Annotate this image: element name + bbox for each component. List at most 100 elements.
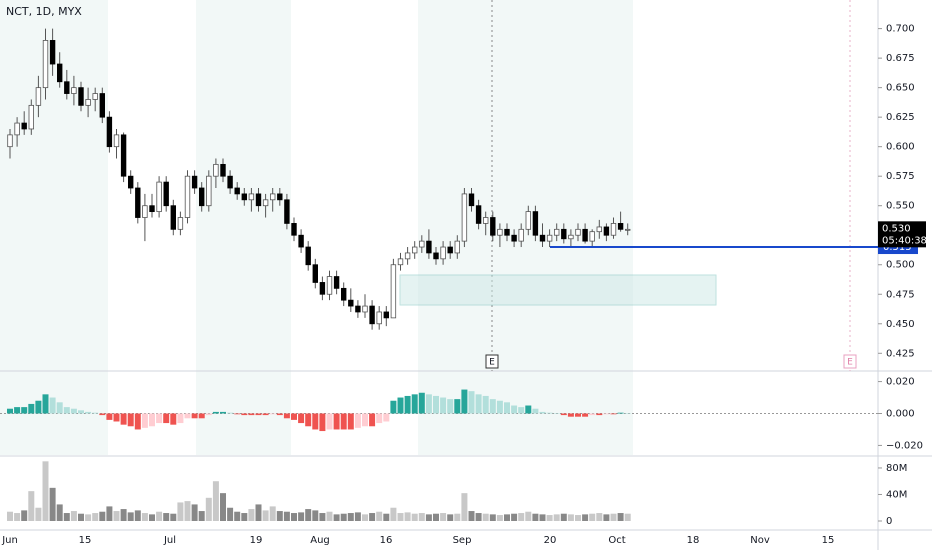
volume-bar — [262, 510, 269, 521]
macd-bar — [191, 413, 198, 419]
macd-bar — [425, 394, 432, 414]
macd-bar — [305, 413, 312, 427]
volume-bar — [369, 513, 376, 521]
countdown: 05:40:38 — [882, 235, 927, 246]
volume-bar — [582, 514, 589, 521]
volume-bar — [177, 502, 184, 521]
macd-bar — [369, 413, 376, 427]
volume-bar — [589, 513, 596, 521]
macd-bar — [418, 392, 425, 414]
macd-bar — [92, 412, 99, 414]
macd-bar — [269, 413, 276, 415]
macd-bar — [170, 413, 177, 425]
candle-body — [404, 252, 411, 260]
candle-body — [92, 93, 98, 100]
earnings-badge — [843, 354, 857, 369]
candle-body — [333, 276, 340, 289]
volume-bar — [205, 497, 212, 521]
macd-bar — [212, 411, 219, 414]
volume-bar — [56, 504, 63, 521]
volume-bar — [120, 509, 127, 521]
candle-body — [149, 205, 155, 213]
volume-bar — [78, 513, 84, 521]
volume-bar — [276, 511, 283, 521]
candle-body — [461, 193, 468, 242]
volume-bar — [7, 511, 13, 521]
volume-bar — [504, 514, 510, 521]
macd-bar — [56, 402, 63, 414]
volume-bar — [92, 513, 99, 521]
macd-bar — [177, 413, 184, 424]
macd-bar — [276, 413, 283, 416]
macd-bar — [496, 400, 503, 414]
volume-bar — [411, 513, 418, 521]
volume-bar — [461, 493, 468, 521]
earnings-label: E — [847, 358, 853, 368]
candle-body — [241, 193, 247, 201]
volume-bar — [425, 514, 432, 521]
candle-body — [35, 87, 42, 106]
macd-bar — [596, 413, 603, 416]
candle-body — [71, 87, 77, 94]
volume-bar — [127, 512, 134, 521]
candle-body — [284, 199, 290, 224]
macd-bar — [255, 413, 262, 416]
candle-body — [298, 234, 304, 248]
macd-bar — [120, 413, 127, 425]
volume-bar — [347, 513, 354, 521]
volume-bar — [312, 510, 319, 521]
y-tick-label: 0.500 — [886, 260, 915, 271]
y-tick-label: 0.000 — [886, 409, 915, 420]
volume-bar — [42, 461, 49, 521]
volume-bar — [14, 513, 21, 521]
macd-bar — [198, 413, 205, 419]
y-tick-label: 0.600 — [886, 142, 915, 153]
candle-body — [504, 228, 510, 236]
macd-bar — [482, 395, 489, 414]
macd-bar — [390, 400, 397, 414]
macd-bar — [298, 413, 305, 424]
macd-bar — [227, 412, 234, 414]
volume-bar — [482, 513, 489, 521]
volume-bar — [333, 514, 340, 521]
volume-bar — [63, 513, 70, 521]
macd-bar — [7, 408, 13, 414]
candle-body — [617, 223, 624, 230]
macd-bar — [546, 412, 553, 414]
x-tick-label: 15 — [822, 535, 835, 546]
y-tick-label: 40M — [886, 489, 907, 500]
candle-body — [369, 305, 375, 325]
macd-bar — [610, 413, 617, 415]
volume-bar — [390, 507, 397, 521]
volume-bar — [227, 507, 234, 521]
volume-bar — [220, 493, 226, 521]
y-tick-label: 0.650 — [886, 83, 915, 94]
macd-bar — [234, 413, 241, 415]
candle-body — [85, 99, 91, 106]
volume-bar — [141, 513, 148, 521]
macd-bar — [376, 413, 383, 424]
y-tick-label: 0.550 — [886, 201, 915, 212]
y-tick-label: −0.020 — [886, 440, 923, 451]
volume-bar — [518, 513, 525, 521]
candle-body — [213, 163, 219, 177]
candle-body — [575, 228, 581, 236]
candle-body — [57, 63, 63, 83]
x-tick-label: Oct — [608, 535, 625, 546]
candle-body — [482, 217, 489, 224]
candle-body — [198, 187, 205, 207]
volume-bar — [70, 511, 77, 521]
candle-body — [539, 234, 546, 242]
symbol-title: NCT, 1D, MYX — [6, 5, 82, 18]
macd-bar — [99, 413, 106, 416]
volume-bar — [511, 513, 518, 521]
candle-body — [142, 205, 148, 218]
macd-bar — [575, 413, 581, 417]
macd-bar — [85, 411, 92, 414]
volume-bar — [291, 513, 297, 521]
candle-body — [7, 134, 13, 148]
x-tick-label: 20 — [544, 535, 557, 546]
candle-body — [610, 223, 617, 236]
volume-bar — [447, 514, 454, 521]
